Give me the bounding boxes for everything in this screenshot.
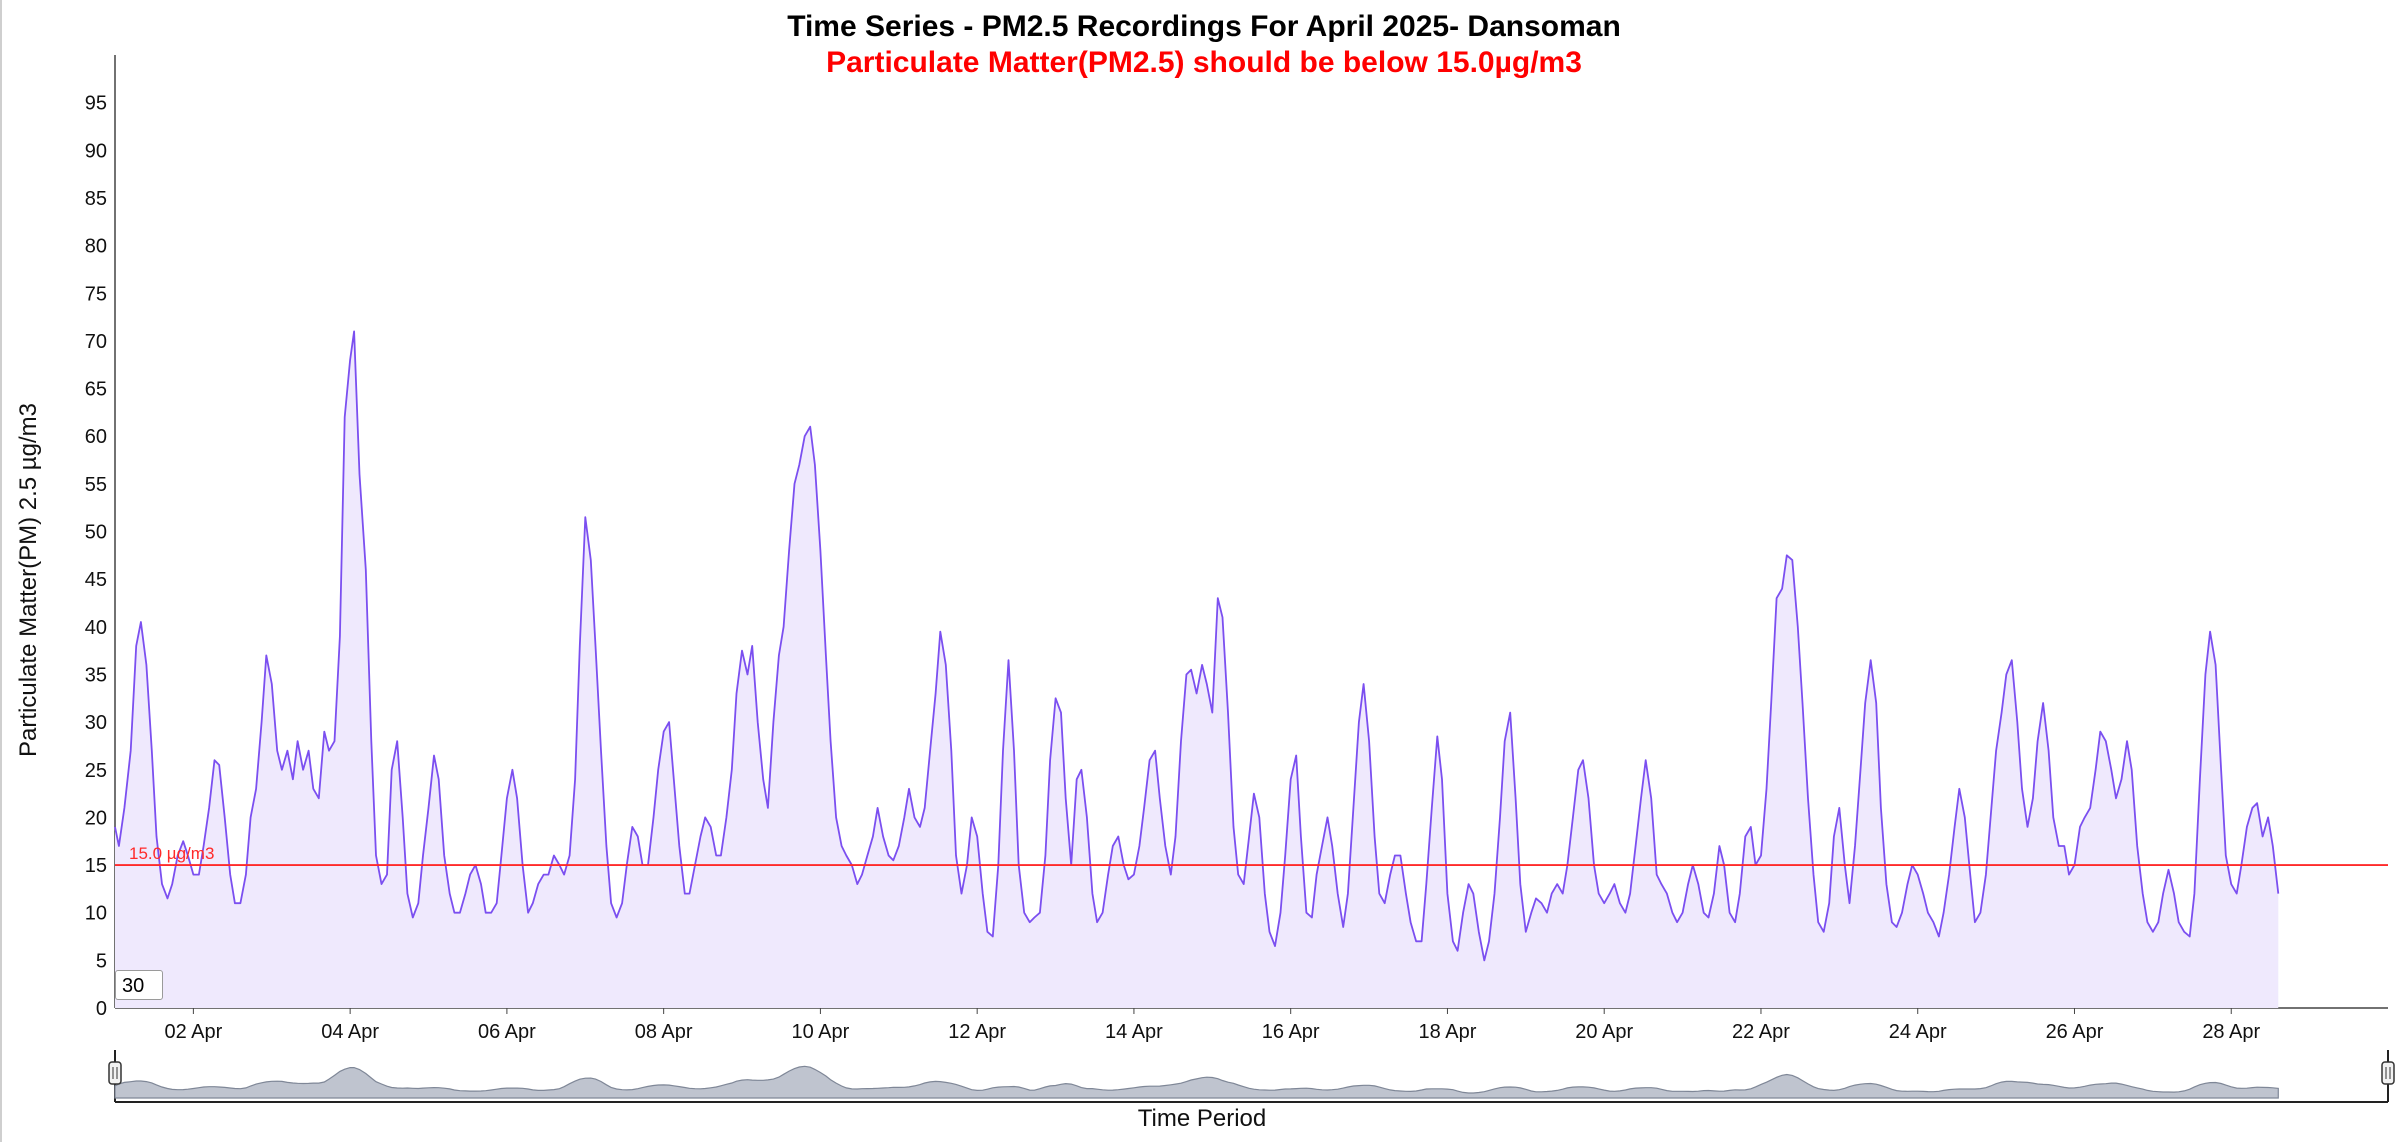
y-tick-label: 30 bbox=[85, 712, 107, 734]
y-tick-label: 85 bbox=[85, 188, 107, 210]
x-axis-ticks: 02 Apr 04 Apr 06 Apr 08 Apr 10 Apr 12 Apr 14 A… bbox=[164, 1008, 2260, 1043]
x-tick-label: 24 Apr bbox=[1889, 1021, 1947, 1043]
y-axis-label: Particulate Matter(PM) 2.5 µg/m3 bbox=[15, 403, 42, 757]
y-tick-label: 70 bbox=[85, 331, 107, 353]
threshold-label: 15.0 µg/m3 bbox=[129, 844, 214, 863]
x-tick-label: 12 Apr bbox=[948, 1021, 1006, 1043]
y-tick-label: 10 bbox=[85, 903, 107, 925]
navigator-series bbox=[114, 1065, 2279, 1099]
y-tick-label: 95 bbox=[85, 93, 107, 115]
x-tick-label: 14 Apr bbox=[1105, 1021, 1163, 1043]
y-tick-label: 60 bbox=[85, 426, 107, 448]
series-area bbox=[115, 331, 2279, 1008]
y-tick-label: 55 bbox=[85, 474, 107, 496]
y-tick-label: 40 bbox=[85, 617, 107, 639]
navigator[interactable] bbox=[108, 1050, 2395, 1103]
window-edge bbox=[0, 0, 2, 1142]
plot-area[interactable]: 15.0 µg/m3 bbox=[114, 55, 2388, 1009]
x-tick-label: 04 Apr bbox=[321, 1021, 379, 1043]
x-tick-label: 28 Apr bbox=[2202, 1021, 2260, 1043]
y-tick-label: 35 bbox=[85, 664, 107, 686]
y-tick-label: 15 bbox=[85, 855, 107, 877]
zoom-input[interactable]: 30 bbox=[115, 970, 163, 1000]
y-tick-label: 65 bbox=[85, 379, 107, 401]
x-tick-label: 18 Apr bbox=[1419, 1021, 1477, 1043]
y-tick-label: 25 bbox=[85, 760, 107, 782]
navigator-right-handle[interactable] bbox=[2381, 1061, 2395, 1085]
x-tick-label: 22 Apr bbox=[1732, 1021, 1790, 1043]
y-axis-ticks: 0 5 10 15 20 25 30 35 40 45 50 55 60 65 70 75 80 85 90 95 bbox=[85, 93, 107, 1020]
y-tick-label: 45 bbox=[85, 569, 107, 591]
x-tick-label: 06 Apr bbox=[478, 1021, 536, 1043]
y-tick-label: 5 bbox=[96, 950, 107, 972]
chart-subtitle: Particulate Matter(PM2.5) should be belo… bbox=[826, 46, 1582, 79]
x-tick-label: 10 Apr bbox=[791, 1021, 849, 1043]
x-axis-label: Time Period bbox=[1138, 1105, 1266, 1132]
x-tick-label: 26 Apr bbox=[2046, 1021, 2104, 1043]
x-tick-label: 08 Apr bbox=[635, 1021, 693, 1043]
x-tick-label: 20 Apr bbox=[1575, 1021, 1633, 1043]
y-tick-label: 0 bbox=[96, 998, 107, 1020]
y-tick-label: 50 bbox=[85, 522, 107, 544]
x-tick-label: 16 Apr bbox=[1262, 1021, 1320, 1043]
y-tick-label: 90 bbox=[85, 140, 107, 162]
navigator-left-handle[interactable] bbox=[108, 1061, 122, 1085]
y-tick-label: 75 bbox=[85, 283, 107, 305]
chart-title: Time Series - PM2.5 Recordings For April… bbox=[787, 10, 1621, 43]
y-tick-label: 80 bbox=[85, 236, 107, 258]
y-tick-label: 20 bbox=[85, 807, 107, 829]
x-tick-label: 02 Apr bbox=[164, 1021, 222, 1043]
